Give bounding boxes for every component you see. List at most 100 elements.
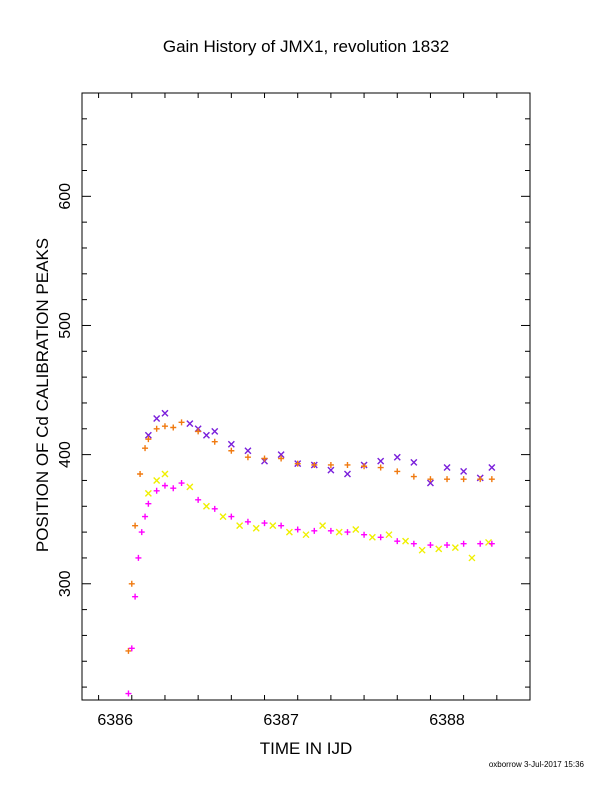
data-point [202,431,210,439]
data-point [311,461,318,468]
data-point [277,451,285,459]
data-point [377,464,384,471]
data-point [125,647,132,654]
y-tick-label: 500 [57,312,74,339]
data-point [285,528,293,536]
data-point [195,496,202,503]
data-point [144,489,152,497]
data-point [319,522,327,530]
data-point [236,522,244,530]
data-point [252,524,260,532]
data-point [477,476,484,483]
data-point [460,467,468,475]
series-2 [144,470,493,562]
data-point [488,476,495,483]
data-point [426,479,434,487]
data-point [228,447,235,454]
x-axis: 6386 6387 6388 [97,93,531,729]
data-point [132,593,139,600]
data-point [261,520,268,527]
data-point [137,470,144,477]
series-0 [144,409,496,487]
data-point [335,528,343,536]
data-point [228,513,235,520]
data-point [435,545,443,553]
data-point [178,480,185,487]
data-point [161,409,169,417]
data-point [427,476,434,483]
data-point [444,542,451,549]
data-point [244,447,252,455]
data-point [410,458,418,466]
data-point [170,485,177,492]
data-point [211,505,218,512]
data-point [488,540,495,547]
data-point [186,483,194,491]
data-points [125,409,496,697]
footer-credit: oxborrow 3-Jul-2017 15:36 [489,760,585,769]
data-point [377,457,385,465]
data-point [402,537,410,545]
x-tick-label: 6388 [429,712,465,729]
data-point [361,463,368,470]
data-point [385,531,393,539]
data-point [394,538,401,545]
data-point [327,466,335,474]
data-point [368,533,376,541]
y-axis: 300 400 500 600 [57,118,530,688]
y-tick-label: 300 [57,570,74,597]
data-point [244,518,251,525]
data-point [427,542,434,549]
data-point [488,464,496,472]
data-point [344,529,351,536]
data-point [244,454,251,461]
series-1 [125,419,495,654]
data-point [145,500,152,507]
data-point [161,423,168,430]
data-point [211,438,218,445]
data-point [195,428,202,435]
data-point [145,436,152,443]
data-point [219,513,227,521]
series-3 [125,480,495,697]
plot-border [81,92,531,701]
data-point [269,522,277,530]
data-point [227,440,235,448]
data-point [410,540,417,547]
data-point [485,538,493,546]
data-point [128,645,135,652]
y-axis-label: POSITION OF Cd CALIBRATION PEAKS [33,238,52,552]
data-point [278,522,285,529]
data-point [211,427,219,435]
data-point [444,476,451,483]
data-point [142,513,149,520]
data-point [311,527,318,534]
data-point [178,419,185,426]
data-point [327,461,334,468]
data-point [410,473,417,480]
data-point [138,529,145,536]
data-point [261,455,268,462]
data-point [153,414,161,422]
x-tick-label: 6387 [263,712,299,729]
data-point [161,482,168,489]
data-point [161,470,169,478]
data-point [153,476,161,484]
data-point [394,468,401,475]
data-point [477,540,484,547]
data-point [294,526,301,533]
data-point [302,531,310,539]
plot-area [81,92,531,701]
data-point [343,470,351,478]
data-point [132,522,139,529]
data-point [361,531,368,538]
data-point [451,544,459,552]
data-point [294,460,301,467]
data-point [153,425,160,432]
data-point [468,554,476,562]
data-point [142,445,149,452]
chart-title: Gain History of JMX1, revolution 1832 [163,37,449,56]
y-tick-label: 600 [57,183,74,210]
x-axis-label: TIME IN IJD [260,739,353,758]
